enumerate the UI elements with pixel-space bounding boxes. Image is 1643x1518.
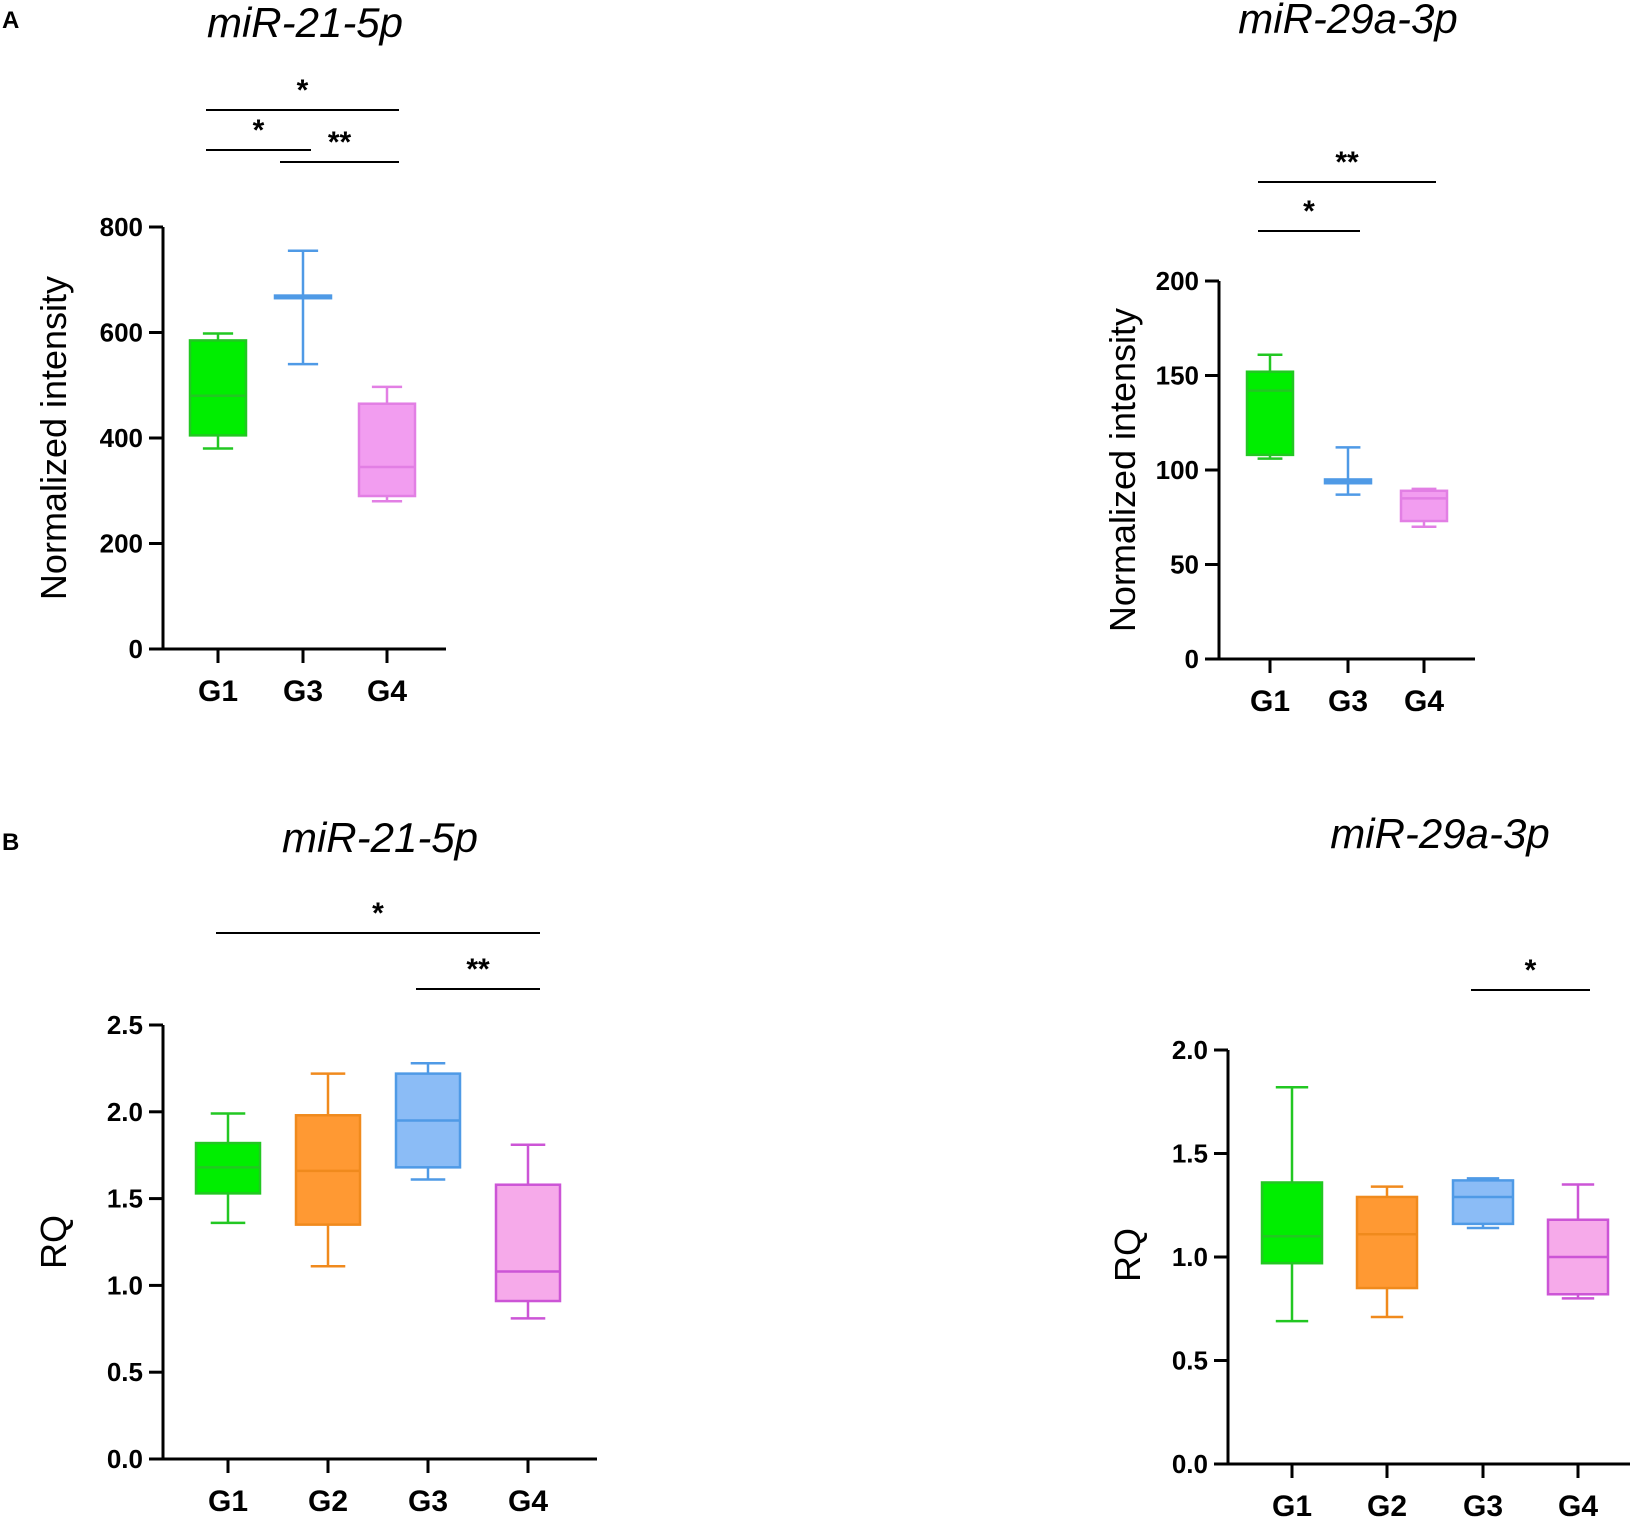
x-tick-label: G4	[508, 1485, 548, 1518]
y-axis-label: RQ	[33, 1215, 74, 1269]
box-g4	[1399, 487, 1449, 528]
panel-label-b: B	[2, 829, 19, 856]
significance-label: **	[328, 126, 352, 159]
chart-4: miR-29a-3p RQ 0.0 0.5 1.0 1.5 2.0 G1 G2 G3 G4 *	[1107, 810, 1630, 1518]
y-tick-label: 0.5	[1172, 1346, 1208, 1376]
x-tick-label: G2	[1367, 1490, 1407, 1518]
chart-2: miR-29a-3p Normalized intensity 0 50 100 150 2…	[1102, 0, 1475, 718]
y-tick-label: 0.0	[1172, 1449, 1208, 1479]
box-body	[1399, 489, 1449, 523]
box-g3	[394, 1061, 462, 1181]
box-g3	[273, 249, 333, 366]
box-body	[1451, 1179, 1515, 1226]
x-tick-label: G1	[208, 1485, 248, 1518]
box-g1	[194, 1112, 262, 1225]
y-tick-label: 0.5	[107, 1357, 143, 1387]
y-tick-label: 2.5	[107, 1010, 143, 1040]
box-g4	[494, 1143, 562, 1320]
box-body	[494, 1183, 562, 1303]
x-tick-label: G4	[1558, 1490, 1598, 1518]
box-body	[1245, 370, 1295, 457]
chart-1: miR-21-5p Normalized intensity 0 200 400 600 8…	[33, 0, 446, 708]
y-tick-label: 1.0	[1172, 1242, 1208, 1272]
x-tick-label: G3	[1328, 685, 1368, 718]
significance-2: **	[416, 953, 540, 990]
significance-1: *	[1471, 954, 1590, 991]
x-tick-label: G1	[1272, 1490, 1312, 1518]
y-tick-label: 1.5	[107, 1184, 143, 1214]
y-tick-label: 200	[1156, 266, 1199, 296]
y-tick-label: 0.0	[107, 1444, 143, 1474]
box-g1	[1260, 1086, 1324, 1323]
y-axis-label: Normalized intensity	[1102, 308, 1143, 632]
significance-3: **	[280, 126, 399, 163]
y-tick-label: 150	[1156, 361, 1199, 391]
significance-1: **	[1258, 146, 1436, 183]
box-g2	[294, 1072, 362, 1268]
y-tick-label: 600	[100, 318, 143, 348]
y-tick-label: 100	[1156, 455, 1199, 485]
significance-label: **	[466, 953, 490, 986]
box-g2	[1355, 1185, 1419, 1319]
chart-title: miR-21-5p	[207, 0, 403, 46]
box-g1	[1245, 353, 1295, 460]
chart-title: miR-29a-3p	[1330, 810, 1549, 857]
significance-1: *	[216, 897, 540, 934]
charts-container: miR-21-5p Normalized intensity 0 200 400 600 8…	[33, 0, 1630, 1518]
x-tick-label: G3	[1463, 1490, 1503, 1518]
x-tick-label: G1	[1250, 685, 1290, 718]
box-body	[1260, 1181, 1324, 1265]
significance-label: *	[297, 74, 309, 107]
significance-2: *	[206, 114, 311, 151]
box-g4	[357, 385, 417, 503]
significance-label: *	[1303, 195, 1315, 228]
y-axis-label: Normalized intensity	[33, 276, 74, 600]
box-g1	[188, 332, 248, 450]
x-tick-label: G3	[408, 1485, 448, 1518]
significance-2: *	[1258, 195, 1360, 232]
y-tick-label: 400	[100, 423, 143, 453]
significance-label: *	[1525, 954, 1537, 987]
y-tick-label: 1.0	[107, 1270, 143, 1300]
box-body	[1355, 1195, 1419, 1290]
y-tick-label: 200	[100, 529, 143, 559]
significance-1: *	[206, 74, 399, 111]
x-tick-label: G2	[308, 1485, 348, 1518]
x-tick-label: G4	[1404, 685, 1444, 718]
x-tick-label: G3	[283, 675, 323, 708]
box-g4	[1546, 1183, 1610, 1300]
y-tick-label: 2.0	[1172, 1035, 1208, 1065]
significance-label: **	[1335, 146, 1359, 179]
box-g3	[1323, 446, 1373, 496]
y-tick-label: 50	[1170, 550, 1199, 580]
x-tick-label: G4	[367, 675, 407, 708]
chart-title: miR-29a-3p	[1238, 0, 1457, 42]
box-body	[188, 339, 248, 437]
y-tick-label: 800	[100, 212, 143, 242]
panel-label-a: A	[2, 7, 19, 34]
box-g3	[1451, 1177, 1515, 1230]
x-tick-label: G1	[198, 675, 238, 708]
y-tick-label: 2.0	[107, 1097, 143, 1127]
y-axis-label: RQ	[1107, 1228, 1148, 1282]
significance-label: *	[372, 897, 384, 930]
box-body	[357, 402, 417, 498]
y-tick-label: 1.5	[1172, 1139, 1208, 1169]
y-tick-label: 0	[1185, 644, 1199, 674]
chart-title: miR-21-5p	[282, 814, 478, 861]
significance-label: *	[253, 114, 265, 147]
y-tick-label: 0	[129, 634, 143, 664]
